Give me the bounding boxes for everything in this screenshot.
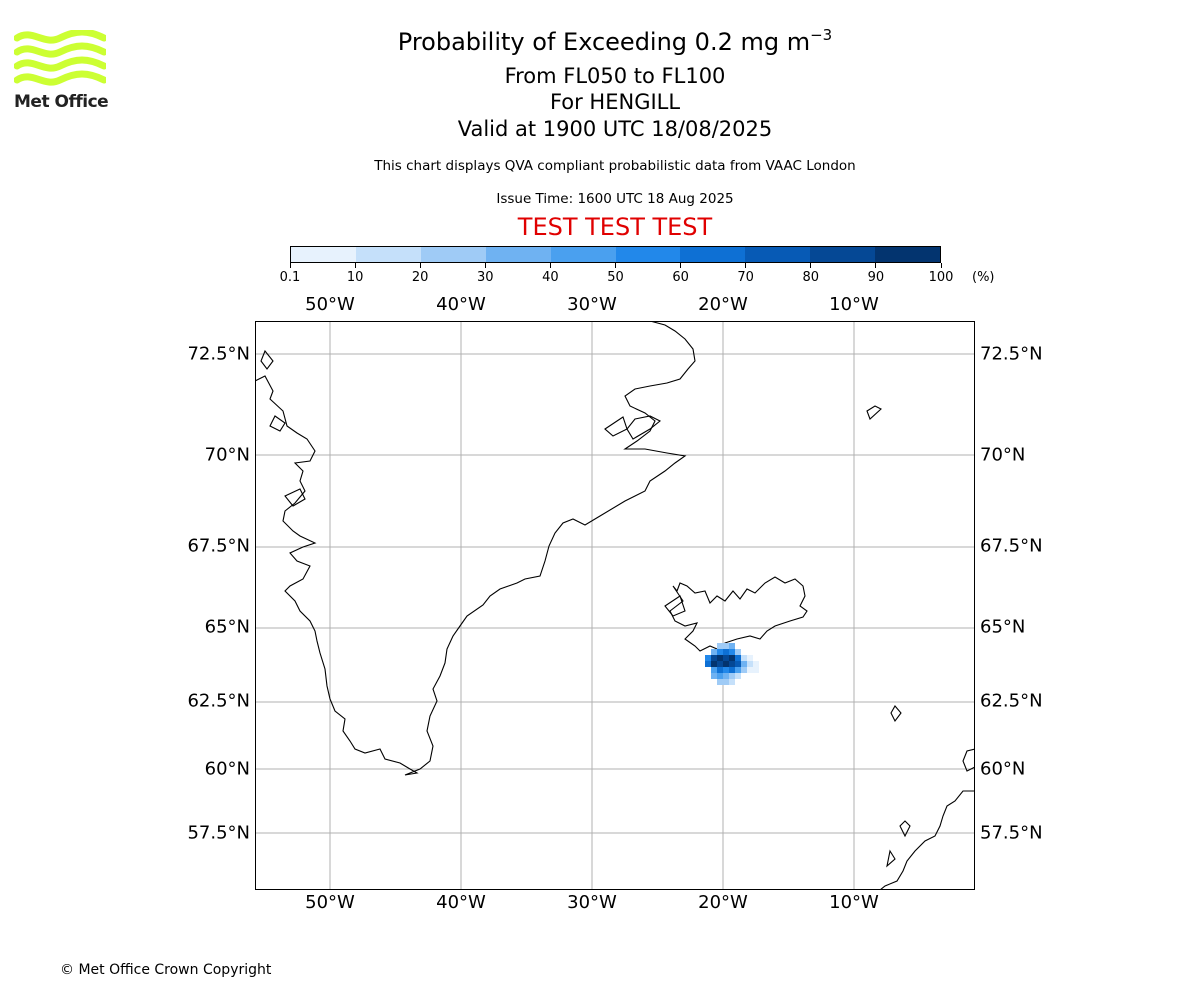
chart-subtitle: This chart displays QVA compliant probab… <box>374 158 856 174</box>
lon-label: 20°W <box>698 892 748 913</box>
colorbar-tick-label: 70 <box>737 270 754 285</box>
lat-label: 62.5°N <box>187 690 250 712</box>
valid-time: Valid at 1900 UTC 18/08/2025 <box>457 117 773 141</box>
lat-label: 70°N <box>204 444 250 466</box>
issue-time: Issue Time: 1600 UTC 18 Aug 2025 <box>496 191 734 207</box>
lon-label: 30°W <box>567 892 617 913</box>
volcano-name: For HENGILL <box>549 90 681 114</box>
colorbar-tick-label: 60 <box>672 270 689 285</box>
flight-level-range: From FL050 to FL100 <box>504 64 726 88</box>
lon-label: 50°W <box>305 892 355 913</box>
colorbar-unit: (%) <box>972 270 995 285</box>
colorbar-tick-mark <box>940 263 942 268</box>
lon-label: 10°W <box>829 892 879 913</box>
colorbar-segment <box>420 247 486 262</box>
lat-label: 60°N <box>204 758 250 780</box>
chart-title: Probability of Exceeding 0.2 mg m−3 <box>397 26 833 56</box>
colorbar-tick-label: 0.1 <box>279 270 301 285</box>
colorbar-segment <box>745 247 811 262</box>
colorbar-segment <box>291 247 356 262</box>
colorbar-segment <box>615 247 681 262</box>
colorbar-tick-mark <box>875 263 877 268</box>
colorbar-segment <box>875 247 941 262</box>
colorbar-tick-mark <box>484 263 486 268</box>
colorbar-tick-mark <box>354 263 356 268</box>
lat-label: 60°N <box>980 758 1026 780</box>
lat-label: 72.5°N <box>980 343 1043 365</box>
colorbar-tick-mark <box>549 263 551 268</box>
map-frame <box>255 321 975 890</box>
lat-label: 70°N <box>980 444 1026 466</box>
colorbar-tick-label: 10 <box>346 270 364 285</box>
colorbar-tick-label: 30 <box>477 270 494 285</box>
colorbar-tick-label: 20 <box>411 270 429 285</box>
colorbar-segment <box>550 247 616 262</box>
colorbar-segment <box>810 247 876 262</box>
lon-label: 20°W <box>698 294 748 315</box>
colorbar-tick-mark <box>615 263 616 268</box>
colorbar-segment <box>680 247 746 262</box>
lat-label: 67.5°N <box>187 535 250 557</box>
colorbar-tick-label: 80 <box>802 270 820 285</box>
greenland-coast <box>255 321 696 776</box>
lat-label: 57.5°N <box>980 822 1043 844</box>
colorbar-tick-mark <box>745 263 747 268</box>
colorbar-tick-mark <box>810 263 812 268</box>
lat-label: 72.5°N <box>187 343 250 365</box>
lon-label: 10°W <box>829 294 879 315</box>
logo-text: Met Office <box>14 92 109 112</box>
lat-label: 62.5°N <box>980 690 1043 712</box>
lat-label: 65°N <box>204 616 250 638</box>
lon-label: 40°W <box>436 892 486 913</box>
colorbar-segment <box>355 247 421 262</box>
lon-label: 50°W <box>305 294 355 315</box>
scotland-coast <box>962 748 975 772</box>
colorbar-tick-label: 40 <box>542 270 559 285</box>
colorbar-tick-mark <box>680 263 682 268</box>
lon-label: 30°W <box>567 294 617 315</box>
colorbar-tick-mark <box>419 263 421 268</box>
met-office-logo <box>14 30 106 86</box>
lon-label: 40°W <box>436 294 486 315</box>
gridlines <box>255 321 975 890</box>
colorbar-tick-mark <box>289 263 291 268</box>
copyright-notice: © Met Office Crown Copyright <box>60 962 272 978</box>
ash-probability-plume <box>705 643 759 685</box>
lat-label: 65°N <box>980 616 1026 638</box>
coastlines <box>255 321 975 890</box>
map-plot <box>255 321 975 890</box>
lat-label: 67.5°N <box>980 535 1043 557</box>
colorbar-tick-label: 90 <box>867 270 885 285</box>
probability-colorbar <box>290 246 941 263</box>
colorbar-tick-label: 100 <box>928 270 954 285</box>
colorbar-segment <box>485 247 551 262</box>
lat-label: 57.5°N <box>187 822 250 844</box>
colorbar-tick-label: 50 <box>607 270 624 285</box>
test-banner: TEST TEST TEST <box>517 213 713 241</box>
